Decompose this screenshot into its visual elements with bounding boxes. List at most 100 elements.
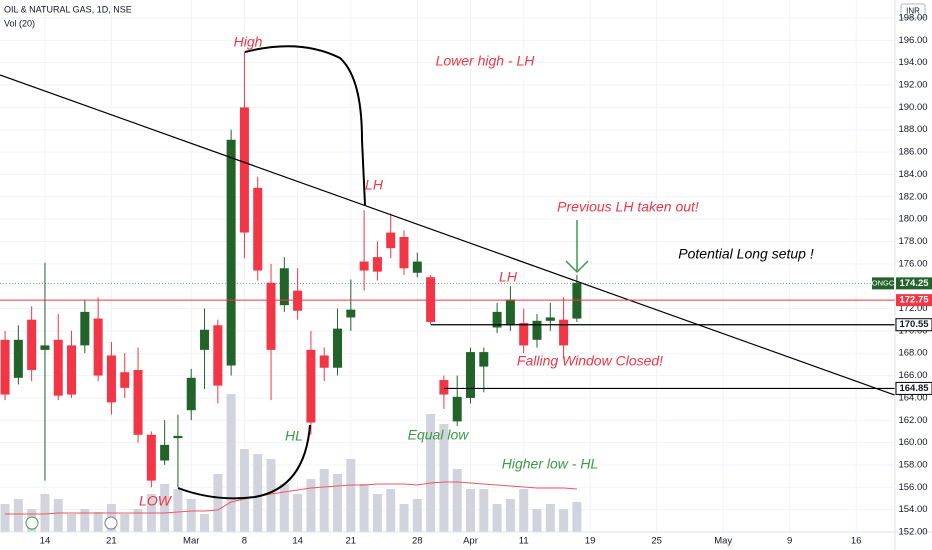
volume-bar: [279, 484, 289, 532]
y-tick-label: 156.00: [898, 482, 927, 493]
candle-body: [372, 257, 382, 272]
y-tick-label: 162.00: [898, 415, 927, 426]
candle-body: [452, 396, 462, 422]
y-tick-label: 176.00: [898, 258, 927, 269]
arrow-head: [565, 260, 589, 274]
candle-body: [120, 372, 130, 388]
annotation: High: [234, 34, 263, 50]
candle-body: [479, 352, 489, 367]
volume-bar: [213, 474, 223, 532]
volume-bar: [505, 499, 515, 532]
candle-body: [412, 261, 422, 273]
x-tick-label: 28: [412, 536, 423, 547]
x-tick-label: 14: [292, 536, 303, 547]
volume-bar: [0, 504, 10, 532]
price-label: 174.25: [899, 278, 929, 289]
chart-title: OIL & NATURAL GAS, 1D, NSE: [4, 4, 132, 14]
x-tick-label: 14: [40, 536, 51, 547]
y-tick-label: 158.00: [898, 459, 927, 470]
y-tick-label: 182.00: [898, 191, 927, 202]
trendline: [0, 74, 896, 396]
candle-body: [53, 339, 63, 396]
volume-bar: [306, 479, 316, 532]
candle-body: [226, 139, 236, 366]
volume-bar: [439, 424, 449, 532]
x-tick-label: 25: [651, 536, 662, 547]
volume-bar: [80, 509, 90, 532]
y-tick-label: 172.00: [898, 303, 927, 314]
candle-body: [27, 319, 37, 370]
y-tick-label: 160.00: [898, 437, 927, 448]
volume-bar: [13, 499, 23, 532]
candle-body: [359, 261, 369, 271]
candle-body: [146, 434, 156, 481]
volume-bar: [93, 512, 103, 532]
volume-bar: [559, 509, 569, 532]
y-tick-label: 168.00: [898, 348, 927, 359]
candle-body: [572, 282, 582, 319]
candle-body: [306, 349, 316, 423]
candle-body: [466, 352, 476, 398]
price-label-box: [896, 277, 932, 290]
annotation: HL: [285, 428, 303, 444]
candle-body: [13, 339, 23, 378]
volume-bar: [226, 394, 236, 532]
price-label: 172.75: [899, 295, 929, 306]
candle-body: [93, 318, 103, 376]
volume-bar: [160, 484, 170, 532]
candle-body: [532, 320, 542, 340]
low-curve: [177, 424, 311, 500]
x-tick-label: 21: [106, 536, 117, 547]
volume-bar: [386, 489, 396, 532]
volume-bar: [359, 484, 369, 532]
symbol-box: [872, 277, 894, 290]
volume-bar: [333, 474, 343, 532]
volume-bar: [253, 454, 263, 532]
candle-body: [545, 317, 555, 321]
candle-body: [266, 282, 276, 350]
level-label: 170.55: [899, 319, 929, 330]
candle-body: [173, 435, 183, 439]
volume-bar: [239, 449, 249, 532]
candle-body: [346, 309, 356, 318]
candle-body: [492, 311, 502, 328]
candle-body: [439, 380, 449, 395]
currency: INR: [906, 7, 920, 16]
annotation: LOW: [139, 493, 173, 509]
x-tick-label: Apr: [463, 536, 478, 547]
volume-bar: [532, 509, 542, 532]
y-tick-label: 196.00: [898, 35, 927, 46]
volume-bar: [346, 459, 356, 532]
candle-body: [0, 339, 10, 395]
volume-bar: [133, 509, 143, 532]
volume-bar: [545, 504, 555, 532]
volume-bar: [173, 489, 183, 532]
y-tick-label: 178.00: [898, 236, 927, 247]
volume-ma-line: [5, 481, 577, 515]
y-tick-label: 164.00: [898, 392, 927, 403]
y-tick-label: 194.00: [898, 57, 927, 68]
volume-bar: [479, 489, 489, 532]
annotation: LH: [365, 177, 384, 193]
annotation: Lower high - LH: [436, 53, 536, 69]
y-tick-label: 192.00: [898, 80, 927, 91]
volume-bar: [399, 504, 409, 532]
x-tick-label: 21: [346, 536, 357, 547]
candle-body: [239, 107, 249, 233]
y-tick-label: 186.00: [898, 147, 927, 158]
candle-body: [505, 299, 515, 326]
volume-bar: [186, 499, 196, 532]
level-label-box: [895, 318, 932, 332]
symbol-label: ONGC: [872, 278, 895, 287]
volume-bar: [40, 494, 50, 532]
annotation: Potential Long setup !: [678, 246, 814, 262]
candle-body: [133, 369, 143, 435]
candle-body: [186, 377, 196, 411]
currency-box: [900, 3, 926, 19]
high-curve: [244, 45, 366, 206]
candle-body: [319, 355, 329, 368]
y-tick-label: 188.00: [898, 124, 927, 135]
x-tick-label: Mar: [183, 536, 199, 547]
